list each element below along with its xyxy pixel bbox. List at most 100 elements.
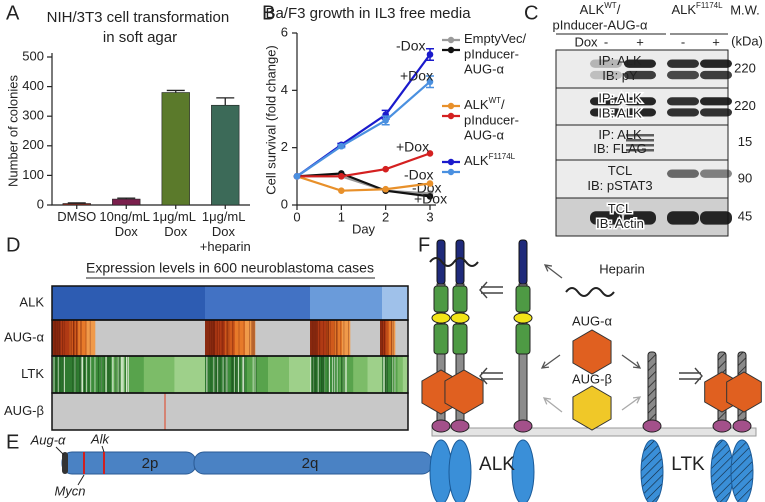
chart-title: Ba/F3 growth in IL3 free media <box>265 5 471 22</box>
y-tick-label: 0 <box>37 196 44 211</box>
heat-stripe <box>85 356 87 393</box>
legend-label: ALKWT/ <box>464 96 505 112</box>
y-tick-label: 6 <box>281 24 288 39</box>
legend-marker <box>447 158 455 166</box>
heat-stripe <box>311 320 313 356</box>
mw-value: 220 <box>734 98 756 113</box>
lane-label: - <box>604 34 608 49</box>
heat-stripe <box>315 356 317 393</box>
x-axis-label: Day <box>352 221 376 236</box>
heat-stripe <box>62 320 64 356</box>
legend-label: ALKF1174L <box>464 152 516 168</box>
heat-stripe <box>254 320 256 356</box>
heat-cell <box>310 320 319 356</box>
gene-label: Aug-α <box>30 432 66 447</box>
heat-stripe <box>322 320 324 356</box>
blot <box>555 159 729 199</box>
heat-stripe <box>327 320 329 356</box>
heat-stripe <box>90 356 92 393</box>
heat-stripe <box>234 356 236 393</box>
heat-stripe <box>341 356 343 393</box>
heat-stripe <box>216 320 218 356</box>
legend-marker <box>447 36 455 44</box>
gene-label: Alk <box>90 431 111 446</box>
arm-label: 2p <box>142 455 159 472</box>
heat-cell <box>386 320 390 356</box>
y-axis-label: Number of colonies <box>5 75 20 187</box>
heat-stripe <box>80 320 82 356</box>
heat-cell <box>77 320 87 356</box>
legend-text: EmptyVec/ <box>464 31 527 46</box>
heat-stripe <box>108 356 110 393</box>
heat-stripe <box>85 320 87 356</box>
row-label: ALK <box>19 294 44 309</box>
domain <box>452 285 468 313</box>
heat-stripe <box>253 320 255 356</box>
heat-stripe <box>335 320 337 356</box>
heat-stripe <box>384 320 385 356</box>
heat-stripe <box>58 356 60 393</box>
group-text: ALK <box>671 2 696 17</box>
heat-stripe <box>59 320 61 356</box>
heat-stripe <box>243 320 245 356</box>
heat-stripe <box>211 320 212 356</box>
band <box>590 108 622 117</box>
mw-unit: (kDa) <box>731 33 763 48</box>
heat-stripe <box>76 320 77 356</box>
heat-stripe <box>111 356 113 393</box>
heat-stripe <box>87 356 89 393</box>
heat-stripe <box>327 320 329 356</box>
heat-cell <box>143 356 175 393</box>
x-tick-label: 2 <box>382 209 389 224</box>
band <box>626 144 654 147</box>
heat-stripe <box>243 356 245 393</box>
heat-stripe <box>107 356 109 393</box>
pointer <box>55 446 65 456</box>
tm <box>450 419 470 433</box>
point <box>382 117 389 124</box>
group-label: ALKF1174L <box>671 1 723 17</box>
heat-stripe <box>251 320 253 356</box>
heat-stripe <box>239 356 241 393</box>
stalk <box>647 351 657 431</box>
heat-cell <box>392 320 396 356</box>
arrow <box>542 397 563 413</box>
heat-stripe <box>252 356 254 393</box>
band <box>624 211 656 225</box>
legend-label: pInducer- <box>464 46 519 61</box>
receptor-label: LTK <box>671 454 705 475</box>
heat-cell <box>382 286 408 320</box>
heat-stripe <box>227 320 229 356</box>
heat-stripe <box>218 356 220 393</box>
band <box>700 108 732 117</box>
blot-label: IB: FLAG <box>593 141 646 156</box>
legend-label: EmptyVec/ <box>464 31 527 46</box>
heat-stripe <box>334 320 335 356</box>
tm <box>732 419 752 433</box>
heat-stripe <box>206 356 208 393</box>
blot-label: IB: pSTAT3 <box>587 178 652 193</box>
y-tick-label: 100 <box>22 167 44 182</box>
point <box>382 165 389 173</box>
band <box>667 108 699 117</box>
blot-label: IP: ALK <box>598 53 642 68</box>
heat-stripe <box>214 320 216 356</box>
blot <box>555 124 729 161</box>
arrow <box>621 396 642 411</box>
series-annotation: -Dox <box>412 180 442 196</box>
error-bar <box>117 197 136 200</box>
y-tick-label: 400 <box>22 78 44 93</box>
panel-d: Expression levels in 600 neuroblastoma c… <box>4 260 409 431</box>
series-annotation: +Dox <box>396 139 429 155</box>
heat-stripe <box>75 356 77 393</box>
group-text: / <box>617 2 621 17</box>
band <box>590 211 622 225</box>
panel-b: Ba/F3 growth in IL3 free media Day Cell su… <box>263 5 526 236</box>
row-label: LTK <box>21 366 44 381</box>
heat-stripe <box>226 356 228 393</box>
heat-stripe <box>238 320 240 356</box>
heat-cell <box>383 320 387 356</box>
panel-f: Heparin AUG-α AUG-β ALK LTK <box>421 239 762 502</box>
band <box>626 139 654 142</box>
heat-stripe <box>392 320 394 356</box>
